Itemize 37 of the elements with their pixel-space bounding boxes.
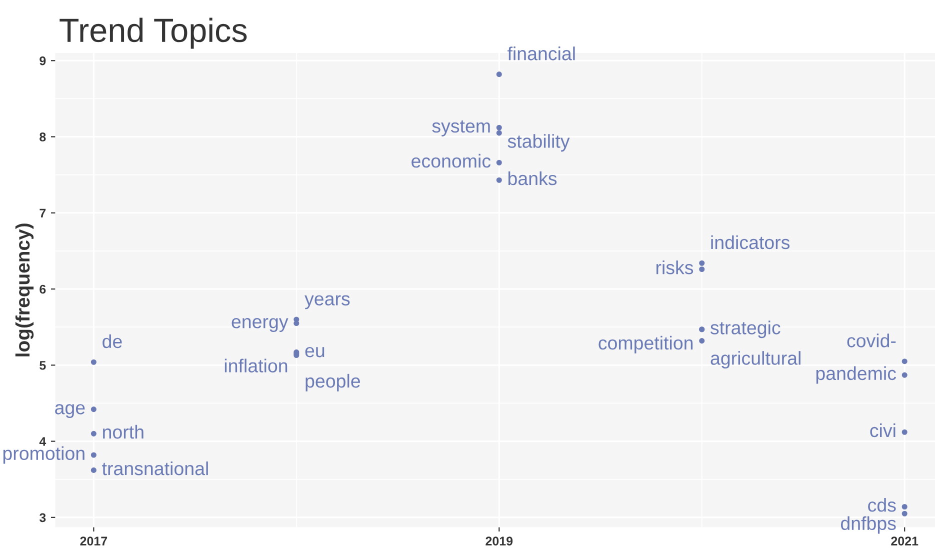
y-tick-label: 4 <box>39 437 46 446</box>
y-tick-label: 3 <box>39 513 46 522</box>
y-tick-label: 6 <box>40 284 46 294</box>
annotation: competition <box>598 336 693 354</box>
annotation: years <box>304 295 350 310</box>
y-tick-label: 5 <box>40 361 46 370</box>
x-tick-label: 2017 <box>80 536 108 546</box>
annotation: banks <box>508 171 557 186</box>
annotation: indicators <box>711 235 790 250</box>
y-axis-title: log(frequency) <box>15 224 34 356</box>
annotation: people <box>306 374 360 392</box>
annotation: agricultural <box>710 351 800 369</box>
annotation: system <box>432 120 490 136</box>
x-tick-label: 2019 <box>486 536 513 546</box>
annotation: energy <box>232 318 288 332</box>
annotation: north <box>103 424 144 439</box>
chart-title: Trend Topics <box>60 18 247 49</box>
annotation: stability <box>508 134 570 152</box>
annotation: covid- <box>847 334 896 348</box>
annotation: dnfbps <box>840 516 896 534</box>
annotation: economic <box>412 154 491 168</box>
annotation: age <box>55 404 85 418</box>
annotation: strategic <box>710 320 780 338</box>
annotation: financial <box>508 46 575 60</box>
annotation: transnational <box>102 461 208 476</box>
annotation: risks <box>656 260 694 274</box>
x-tick-label: 2021 <box>891 536 918 546</box>
annotation: cds <box>868 498 896 512</box>
annotation: promotion <box>3 446 84 464</box>
y-tick-label: 8 <box>40 132 46 142</box>
y-tick-label: 9 <box>40 56 46 66</box>
annotation: pandemic <box>816 366 896 384</box>
annotation: de <box>102 334 122 348</box>
annotation: eu <box>305 346 324 358</box>
annotation: civi <box>870 423 896 438</box>
y-tick-label: 7 <box>40 208 46 218</box>
annotation: inflation <box>224 358 288 372</box>
